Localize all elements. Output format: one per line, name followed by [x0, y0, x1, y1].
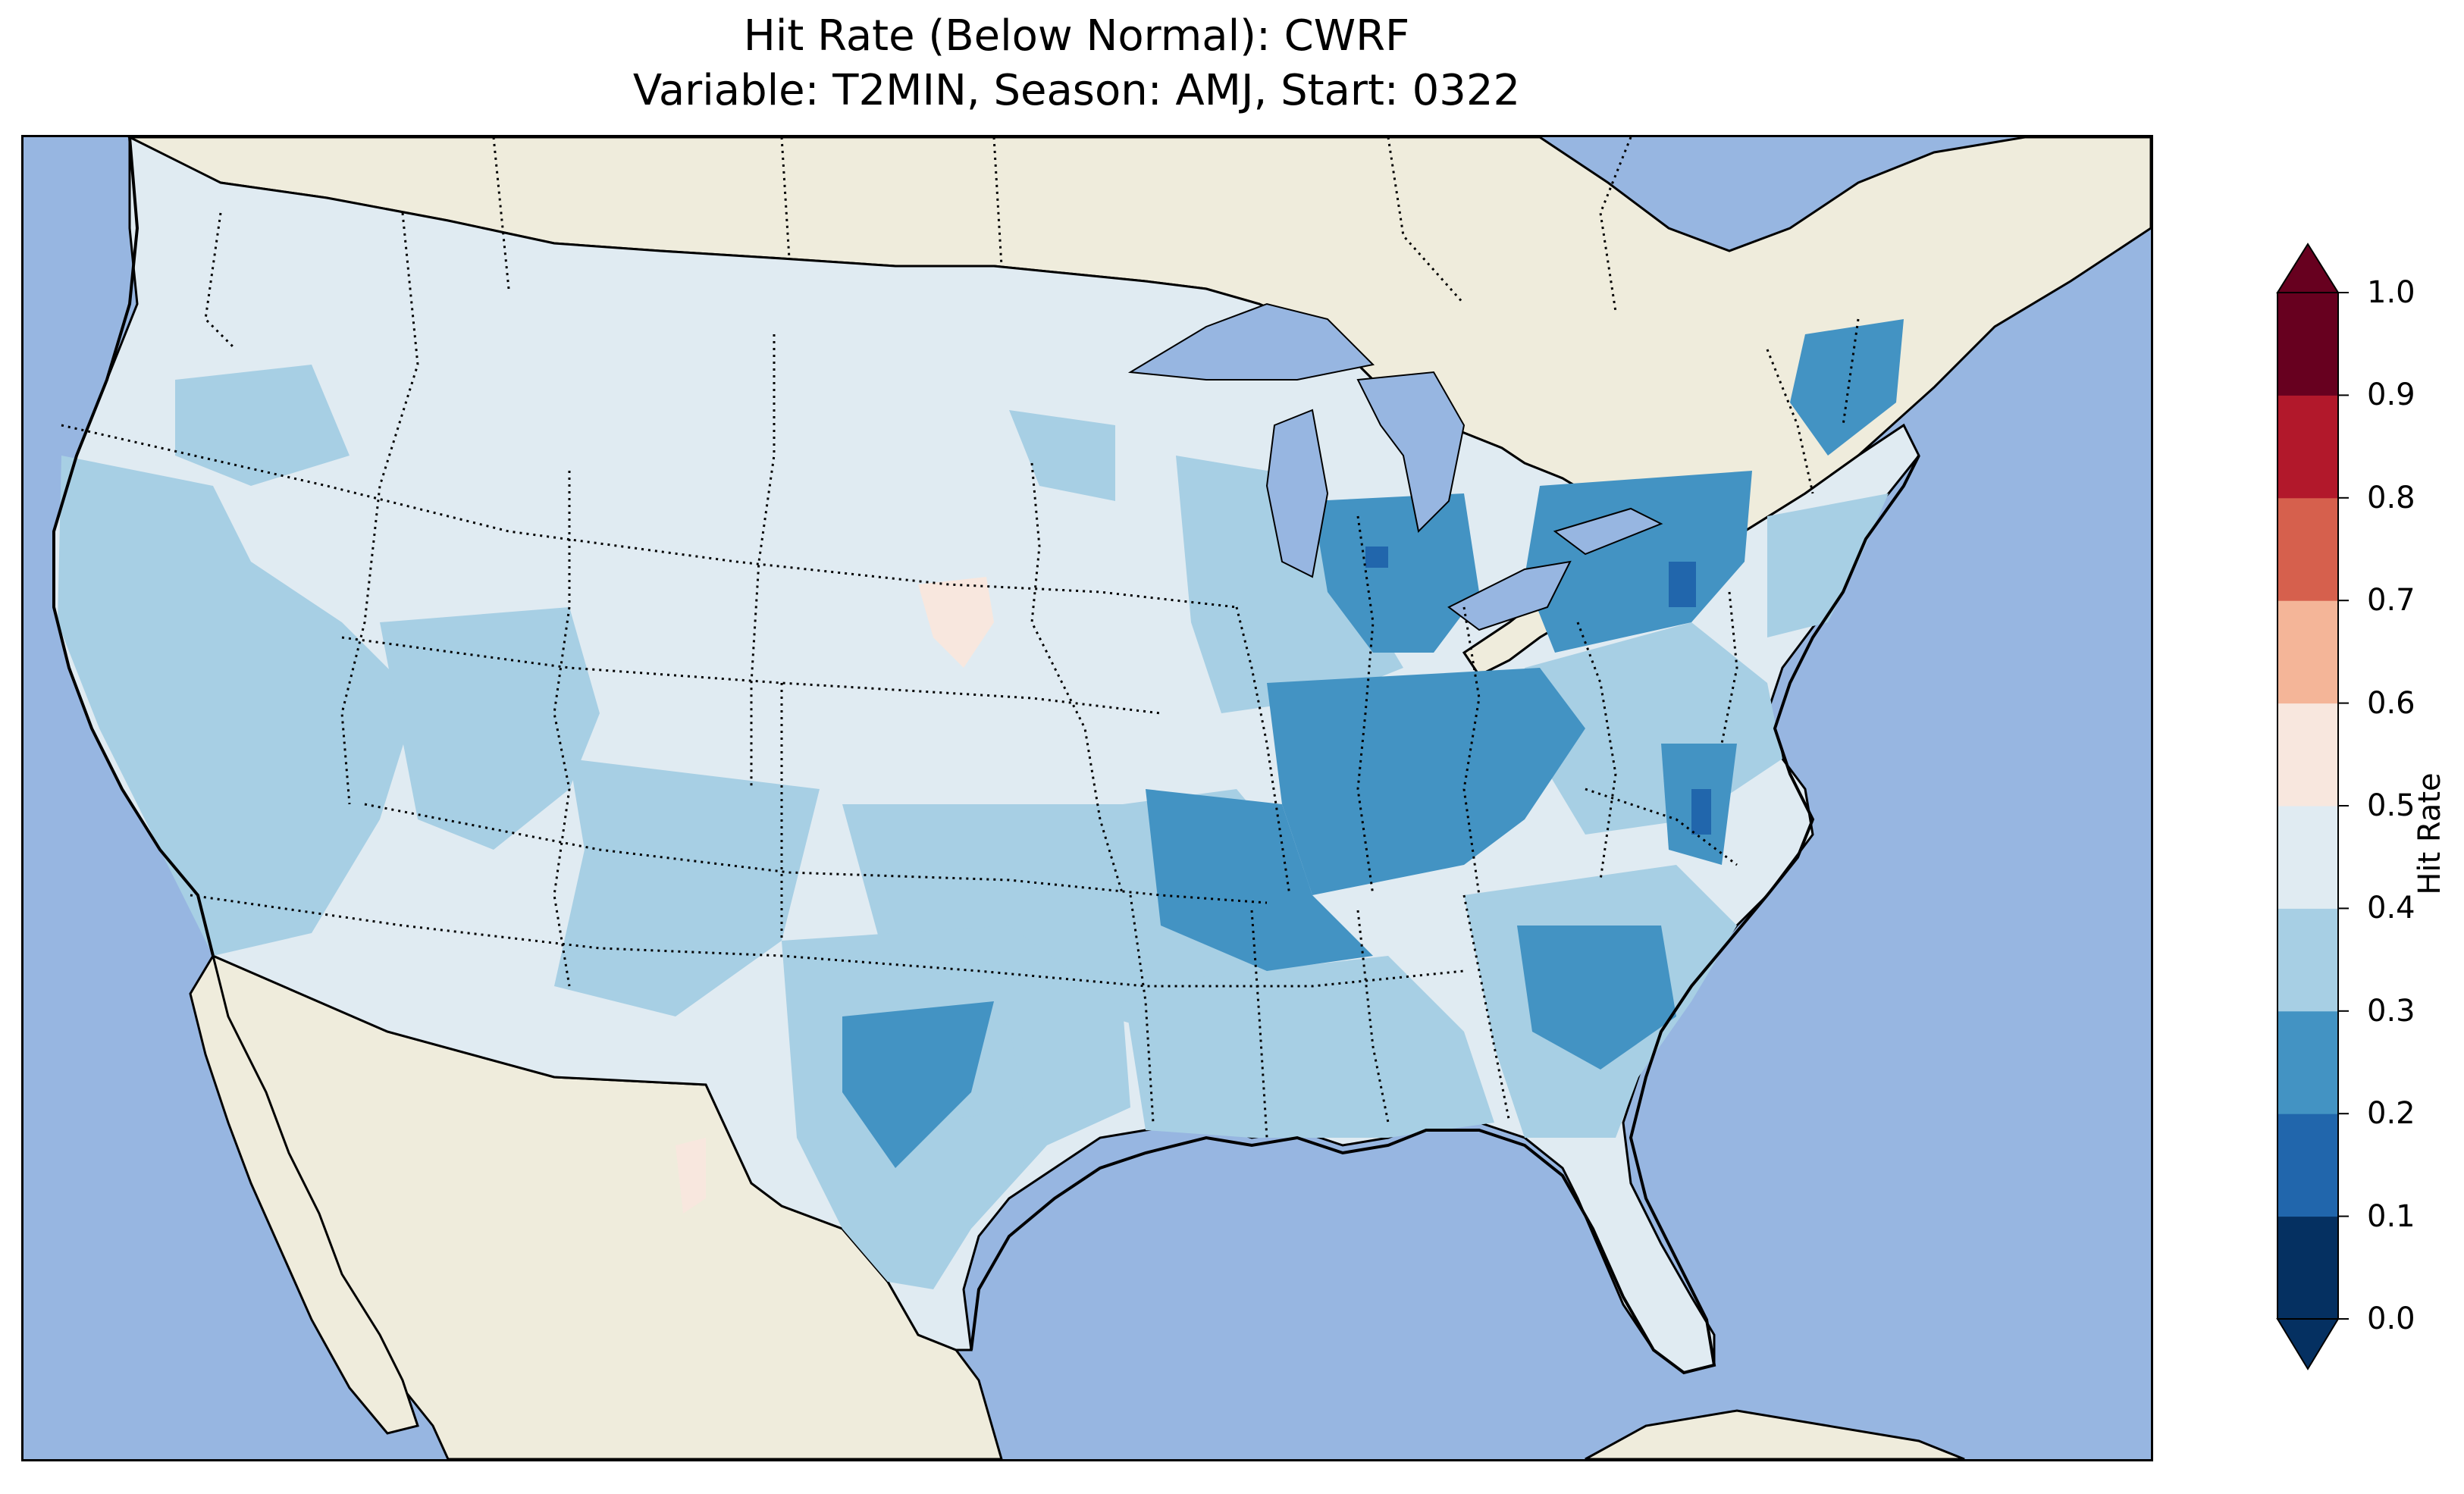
colorbar-tick-label: 0.8 [2367, 480, 2415, 515]
colorbar-bin [2277, 600, 2338, 704]
cuba-land [1585, 1409, 1965, 1459]
colorbar-bin [2277, 395, 2338, 499]
colorbar-tick-label: 0.1 [2367, 1198, 2415, 1234]
colorbar-bin [2277, 1216, 2338, 1320]
colorbar-tick-label: 0.2 [2367, 1096, 2415, 1132]
hit-rate-0.5-0.6-spots [676, 577, 994, 1214]
hit-rate-0.2-0.3-regions [842, 319, 1904, 1168]
colorbar-tick-label: 1.0 [2367, 275, 2415, 310]
colorbar-tick-label: 0.5 [2367, 788, 2415, 823]
state-borders [61, 137, 1860, 1139]
colorbar-tick-label: 0.4 [2367, 891, 2415, 926]
map-title-line-1: Hit Rate (Below Normal): CWRF [743, 11, 1410, 61]
colorbar-bin [2277, 806, 2338, 909]
colorbar-extend-min [2276, 1318, 2340, 1370]
map-title-line-2: Variable: T2MIN, Season: AMJ, Start: 032… [632, 66, 1521, 115]
colorbar-tick-label: 0.6 [2367, 685, 2415, 721]
colorbar-bin [2277, 1113, 2338, 1217]
hit-rate-0.1-0.2-spots [1365, 547, 1711, 835]
great-lakes [1127, 302, 1663, 631]
colorbar-extend-max [2276, 243, 2340, 293]
map-canvas [24, 137, 2151, 1459]
colorbar-label: Hit Rate [2412, 772, 2447, 895]
colorbar-bin [2277, 497, 2338, 601]
colorbar-tick-label: 0.3 [2367, 993, 2415, 1029]
colorbar-bin [2277, 293, 2338, 396]
colorbar-bin [2277, 1010, 2338, 1114]
colorbar-bin [2277, 703, 2338, 807]
colorbar-tick-label: 0.7 [2367, 583, 2415, 619]
colorbar-tick-label: 0.0 [2367, 1301, 2415, 1336]
colorbar-tick-label: 0.9 [2367, 377, 2415, 413]
baja-land [189, 953, 419, 1435]
map-panel [21, 135, 2153, 1461]
colorbar-bin [2277, 908, 2338, 1012]
hit-rate-0.3-0.4-regions [58, 365, 1889, 1289]
coastline [52, 137, 1920, 1375]
